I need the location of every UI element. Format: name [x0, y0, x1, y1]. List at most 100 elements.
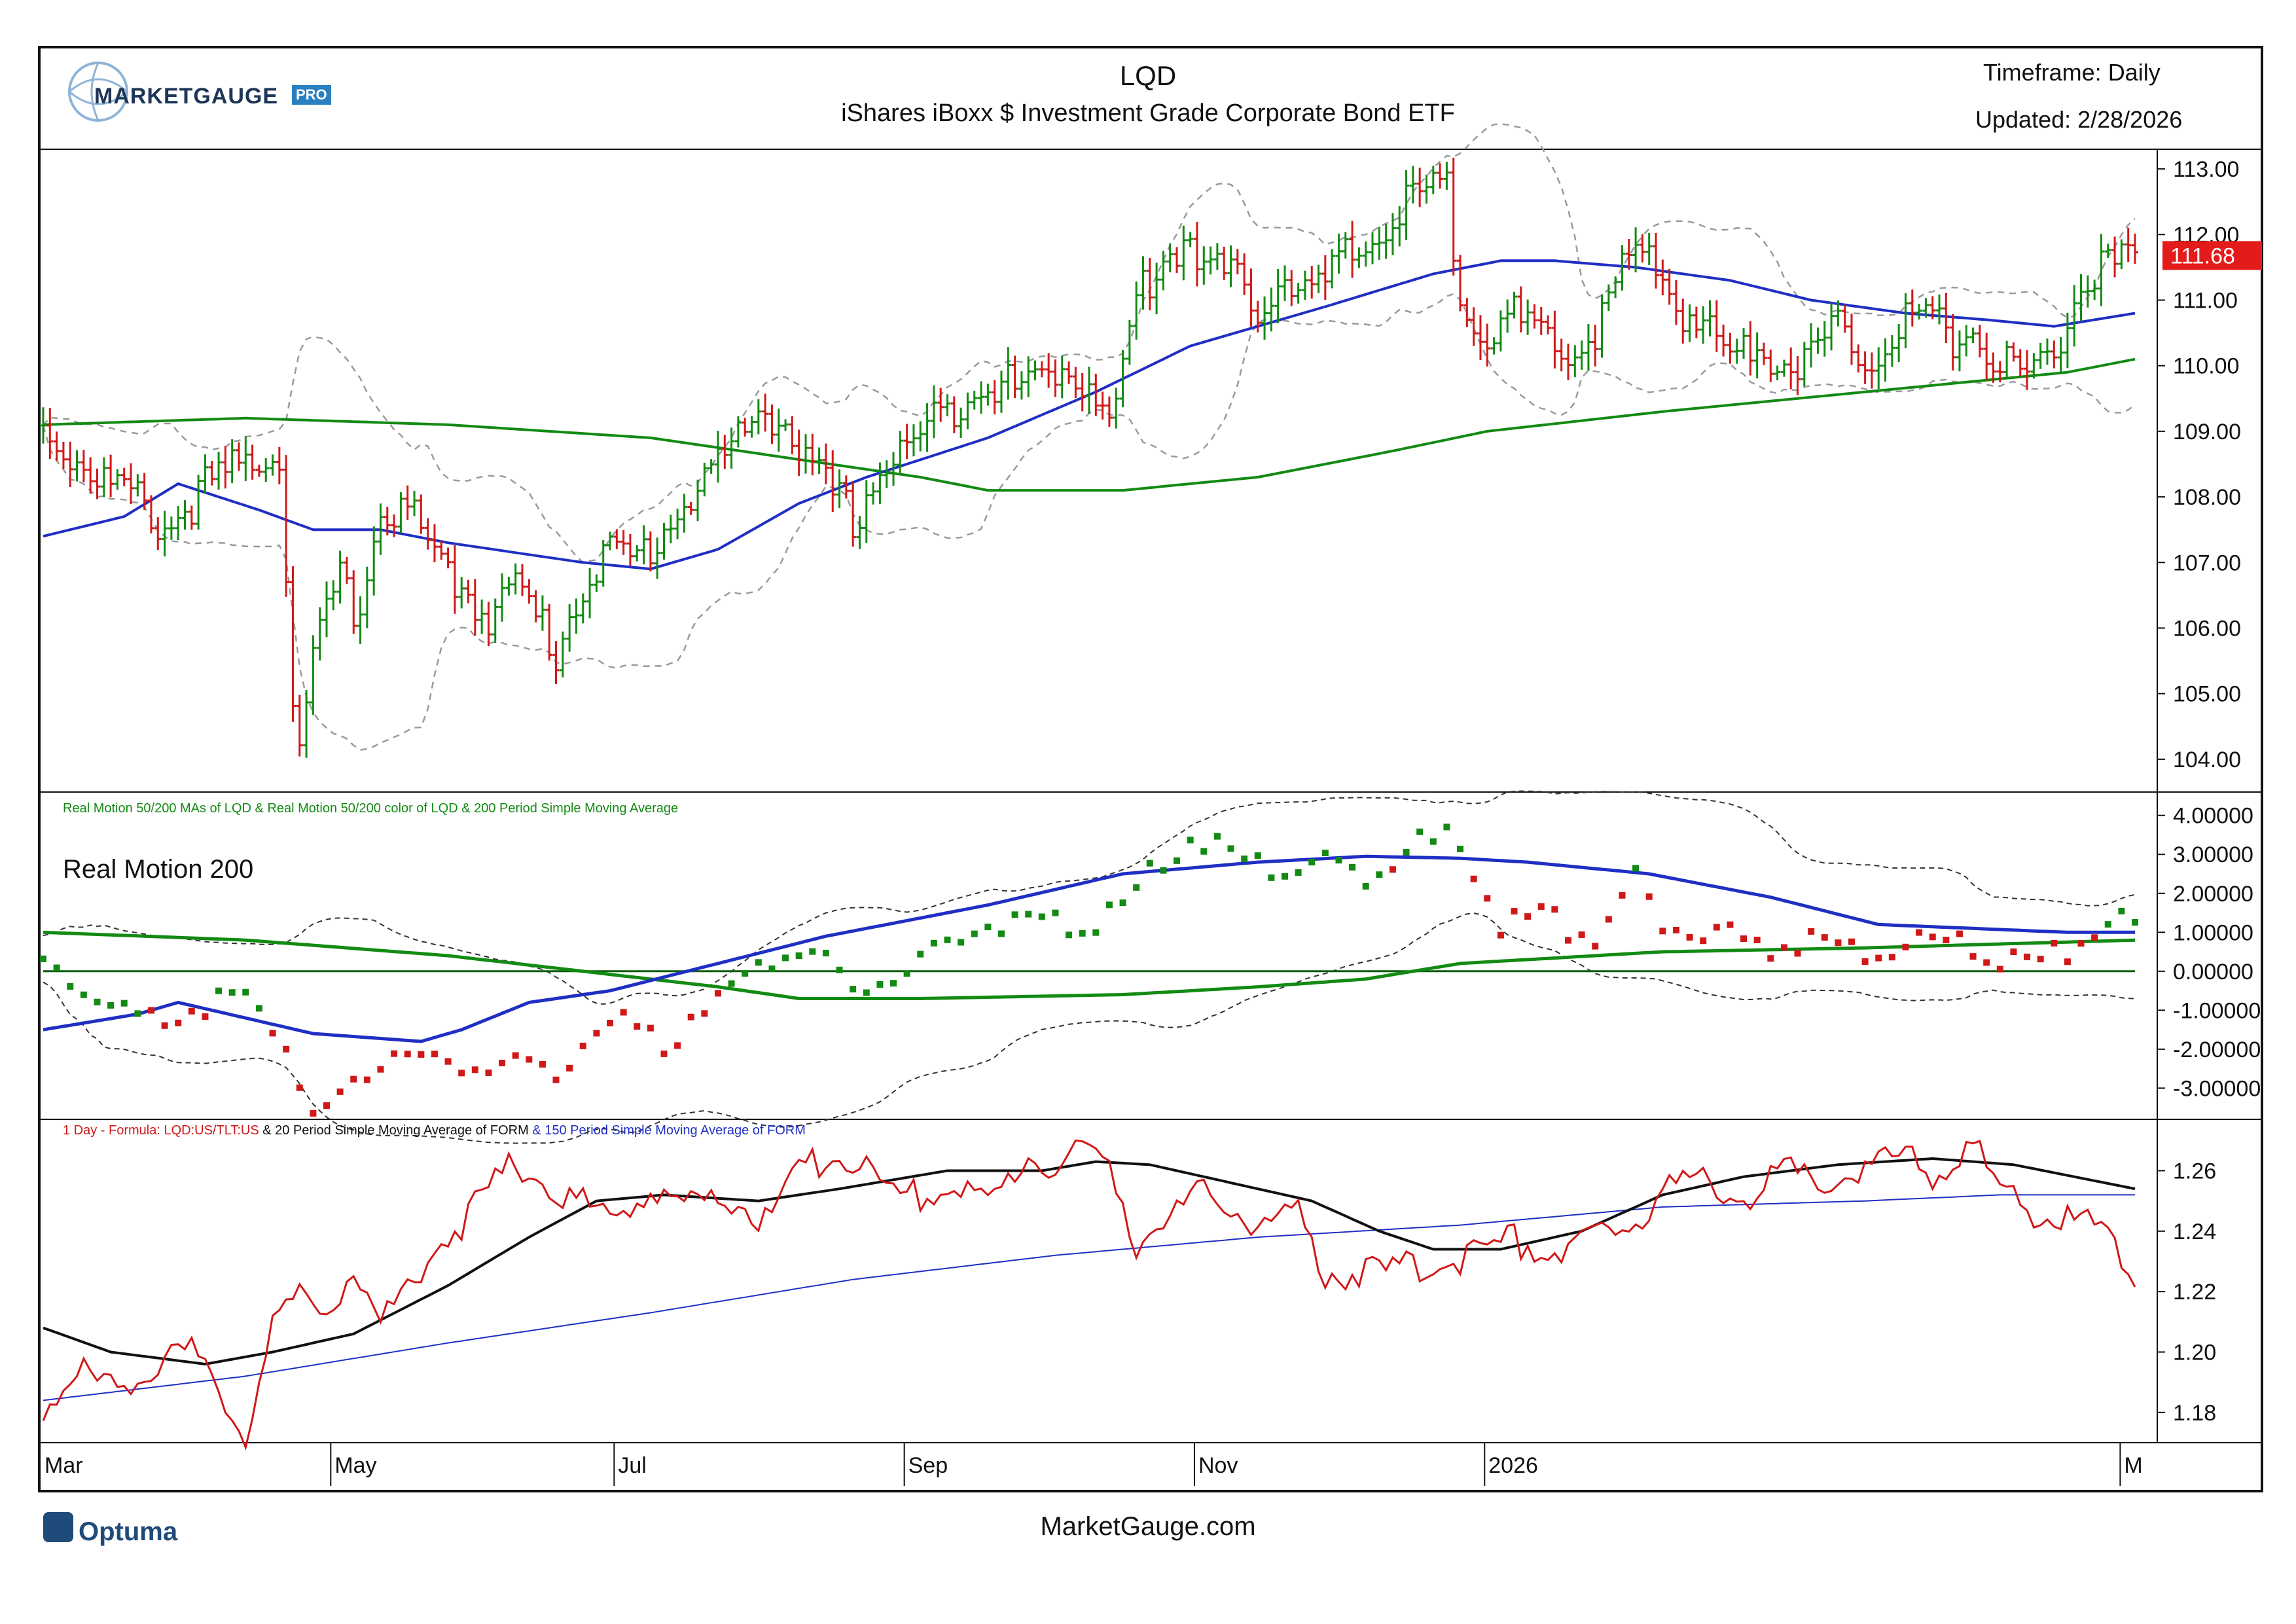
rm-dot — [836, 966, 843, 973]
rm-dot — [255, 1005, 262, 1012]
rm-dot — [458, 1070, 465, 1077]
rm-dot — [822, 950, 829, 957]
marketgauge-logo — [60, 54, 348, 126]
rm-dot — [1672, 926, 1679, 933]
rm-dot — [1821, 934, 1828, 941]
rm-dot — [795, 952, 802, 960]
rm-dot — [67, 983, 74, 990]
rm-dot — [147, 1007, 154, 1014]
rm-dot — [1740, 935, 1748, 943]
rm-dot — [1969, 953, 1977, 960]
ratio-ma150-line — [43, 1194, 2135, 1401]
chart-frame — [38, 46, 2263, 1492]
rm-dot — [1564, 937, 1571, 944]
y-tick-label: 108.00 — [2173, 485, 2241, 510]
y-tick-label: 109.00 — [2173, 420, 2241, 444]
rm-dot — [1835, 939, 1842, 947]
rm-dot — [768, 965, 776, 972]
y-tick-label: 1.00000 — [2173, 920, 2253, 945]
rm-dot — [1241, 856, 1248, 863]
rm-dot — [1295, 869, 1302, 876]
rm-dot — [471, 1066, 478, 1074]
rm-dot — [634, 1023, 641, 1030]
rm-dot — [1227, 845, 1234, 852]
rm-dot — [1079, 929, 1086, 937]
month-label: Sep — [908, 1453, 948, 1478]
y-tick-label: 106.00 — [2173, 616, 2241, 641]
rm-dot — [310, 1110, 317, 1117]
rm-dot — [1632, 865, 1640, 872]
rm-dot — [1848, 938, 1855, 945]
rm-dot — [1187, 837, 1194, 844]
rm-dot — [431, 1051, 438, 1058]
rm-dot — [1133, 884, 1140, 891]
footer-site: MarketGauge.com — [1040, 1512, 1256, 1541]
ratio-description: 1 Day - Formula: LQD:US/TLT:US & 20 Peri… — [63, 1123, 806, 1138]
rm-dot — [80, 991, 87, 998]
ratio-ma20-line — [43, 1157, 2136, 1366]
last-price-tag: 111.68 — [2170, 244, 2235, 268]
rm-dot — [1578, 931, 1585, 938]
rm-dot — [2064, 958, 2071, 965]
rm-dot — [377, 1066, 384, 1073]
rm-dot — [1524, 913, 1532, 920]
ratio-formula-line — [42, 1139, 2136, 1451]
rm-dot — [1943, 937, 1950, 944]
rm-dot — [1727, 921, 1734, 928]
rm-dot — [660, 1050, 668, 1057]
rm-dot — [863, 989, 870, 996]
rm-dot — [1146, 859, 1153, 867]
rm-dot — [1592, 943, 1599, 950]
rm-dot — [1619, 892, 1626, 899]
rm-dot — [1645, 893, 1653, 900]
rm-dot — [350, 1075, 357, 1083]
rm-dot — [526, 1056, 533, 1063]
month-label: Nov — [1198, 1453, 1238, 1478]
rm-dot — [944, 936, 951, 943]
rm-dot — [1376, 871, 1383, 878]
rm-dot — [903, 970, 910, 977]
rm-dot — [1308, 859, 1316, 866]
rm-dot — [742, 970, 749, 977]
real-motion-description: Real Motion 50/200 MAs of LQD & Real Mot… — [63, 801, 679, 816]
rm-dot — [1025, 911, 1032, 918]
chart-symbol: LQD — [1119, 60, 1177, 91]
price-bollinger-upper — [43, 123, 2136, 564]
rm-dot — [1794, 950, 1801, 957]
rm-dot — [1996, 965, 2003, 973]
rm-dot — [1416, 828, 1424, 835]
rm-dot — [701, 1010, 708, 1017]
rm-dot — [215, 987, 223, 994]
rm-dot — [242, 988, 249, 996]
y-tick-label: -1.00000 — [2173, 998, 2261, 1023]
rm-dot — [1537, 903, 1545, 910]
rm-dot — [2010, 948, 2017, 956]
rm-ma200-line — [43, 930, 2136, 1000]
chart-security-name: iShares iBoxx $ Investment Grade Corpora… — [841, 99, 1455, 127]
rm-dot — [1956, 930, 1963, 937]
rm-dot — [1443, 823, 1450, 831]
ratio-desc-ma150: & 150 Period Simple Moving Average of FO… — [528, 1123, 806, 1138]
rm-dot — [674, 1042, 681, 1049]
rm-dot — [134, 1010, 141, 1017]
rm-dot — [2104, 921, 2111, 928]
rm-dot — [1888, 954, 1895, 961]
rm-dot — [1321, 850, 1329, 857]
y-tick-label: 1.20 — [2173, 1340, 2216, 1365]
rm-dot — [917, 950, 924, 958]
rm-dot — [1038, 913, 1045, 920]
rm-dot — [579, 1042, 586, 1049]
rm-dot — [418, 1051, 425, 1058]
rm-dot — [1767, 955, 1774, 962]
rm-dot — [714, 990, 721, 997]
rm-dot — [1929, 933, 1936, 941]
last-price-tag-bg — [2162, 241, 2262, 270]
rm-dot — [647, 1024, 654, 1032]
rm-dot — [1551, 906, 1558, 913]
rm-dot — [1659, 928, 1666, 935]
rm-dot — [620, 1009, 627, 1016]
rm-dot — [1011, 911, 1018, 918]
rm-dot — [1389, 866, 1396, 873]
rm-dot — [1713, 924, 1720, 931]
